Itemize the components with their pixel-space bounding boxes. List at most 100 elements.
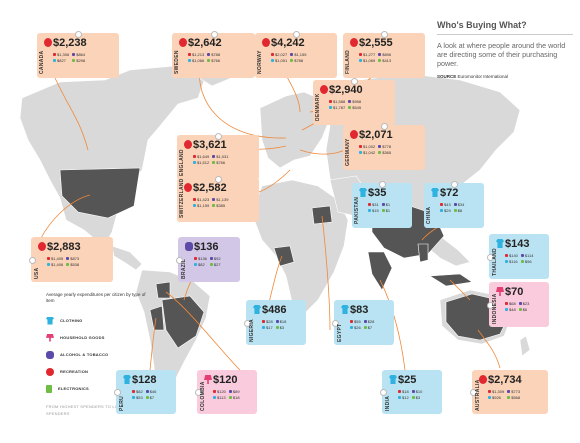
spend-value: $27 (213, 262, 221, 267)
category-swatch-icon (207, 53, 211, 56)
spend-breakdown: $1,405 $873 $1,406 $538 (47, 256, 79, 267)
spend-cell: $926 (488, 395, 504, 400)
guitar-icon (350, 38, 358, 47)
spend-value: $568 (511, 395, 521, 400)
category-swatch-icon (505, 260, 508, 263)
category-swatch-icon (329, 106, 332, 109)
ranking-note: FROM HIGHEST SPENDERS TO LOWEST SPENDERS (46, 404, 131, 416)
spend-value: $1,139 (216, 197, 229, 202)
legend: Average yearly expenditures per citizen … (46, 292, 146, 417)
spend-cell: $6 (518, 307, 530, 312)
spend-cell: $766 (207, 58, 220, 63)
country-name: DENMARK (315, 93, 321, 121)
spend-total: $143 (505, 238, 530, 250)
spend-value: $18 (402, 389, 409, 394)
spend-cell: $120 (213, 389, 226, 394)
category-swatch-icon (145, 390, 149, 393)
country-name: INDONESIA (492, 293, 498, 324)
shirt-icon (389, 375, 397, 384)
category-swatch-icon (275, 320, 279, 323)
category-swatch-icon (66, 257, 70, 260)
spend-value: $96 (524, 259, 532, 264)
country-name: AUSTRALIA (475, 379, 481, 411)
category-swatch-icon (228, 396, 232, 399)
spend-cell: $29 (440, 208, 451, 213)
country-tag-peru: PERU $128 $82 $46 $53 $7 (114, 370, 176, 414)
spend-cell: $1,213 (188, 52, 204, 57)
category-swatch-icon (193, 198, 196, 201)
spend-value: $28 (266, 319, 273, 324)
highlight-colombia (155, 281, 171, 299)
category-swatch-icon (213, 390, 216, 393)
spend-value: $3 (415, 395, 421, 400)
category-swatch-icon (378, 151, 382, 154)
bottle-icon (46, 350, 54, 359)
category-swatch-icon (378, 145, 382, 148)
category-swatch-icon (209, 263, 213, 266)
spend-cell: $1,277 (359, 52, 375, 57)
spend-value: $68 (509, 301, 516, 306)
country-name: GERMANY (345, 138, 351, 166)
category-swatch-icon (363, 326, 367, 329)
guitar-icon (262, 38, 270, 47)
spend-value: $788 (294, 58, 304, 63)
category-swatch-icon (359, 53, 362, 56)
spend-breakdown: $1,588 $958 $1,787 $545 (329, 99, 361, 110)
country-name: BRAZIL (181, 258, 187, 279)
lamp-icon (496, 287, 504, 296)
bottle-icon (185, 242, 193, 251)
category-swatch-icon (228, 390, 232, 393)
spend-breakdown: $2,027 $1,155 $1,051 $788 (271, 52, 306, 63)
country-name: NORWAY (257, 50, 263, 74)
category-swatch-icon (350, 320, 353, 323)
spend-value: $1,512 (197, 160, 210, 165)
spend-value: $6 (522, 307, 528, 312)
category-swatch-icon (53, 53, 56, 56)
category-swatch-icon (194, 257, 197, 260)
spend-value: $1,031 (216, 154, 229, 159)
category-swatch-icon (488, 390, 491, 393)
legend-item-clothing: CLOTHING (46, 312, 146, 329)
spend-cell: $1,159 (193, 203, 209, 208)
spend-total: $25 (398, 374, 417, 386)
category-swatch-icon (505, 254, 508, 257)
category-swatch-icon (188, 53, 191, 56)
spend-cell: $1,002 (359, 144, 375, 149)
spend-value: $29 (444, 208, 451, 213)
page-subtitle: A look at where people around the world … (437, 41, 566, 68)
spend-cell: $96 (520, 259, 534, 264)
guitar-icon (38, 242, 46, 251)
spend-value: $92 (213, 256, 221, 261)
spend-cell: $1,306 (53, 52, 69, 57)
spend-cell: $136 (194, 256, 207, 261)
country-tag-usa: USA $2,883 $1,405 $873 $1,406 $538 (29, 237, 113, 282)
spend-value: $1,213 (192, 52, 205, 57)
country-tag-nigeria: NIGERIA $486 $28 $18 $17 $3 (244, 300, 306, 345)
guitar-icon (184, 183, 192, 192)
spend-cell: $18 (275, 319, 286, 324)
spend-breakdown: $18 $10 $12 $3 (398, 389, 422, 400)
spend-cell: $864 (72, 52, 85, 57)
category-swatch-icon (411, 390, 415, 393)
spend-cell: $778 (378, 144, 391, 149)
spend-value: $18 (232, 395, 240, 400)
spend-total: $3,621 (193, 139, 227, 151)
spend-cell: $31 (368, 202, 379, 207)
country-tag-brazil: BRAZIL $136 $136 $92 $82 $27 (176, 237, 240, 282)
spend-cell: $28 (363, 319, 374, 324)
spend-total: $128 (132, 374, 157, 386)
legend-item-recreation: RECREATION (46, 363, 146, 380)
legend-item-household: HOUSEHOLD GOODS (46, 329, 146, 346)
spend-breakdown: $1,213 $788 $1,066 $766 (188, 52, 220, 63)
spend-value: $26 (354, 325, 361, 330)
spend-cell: $7 (363, 325, 375, 330)
highlight-usa (59, 167, 141, 219)
category-swatch-icon (378, 53, 382, 56)
country-name: SWEDEN (174, 50, 180, 74)
legend-item-electronics: ELECTRONICS (46, 380, 146, 397)
category-swatch-icon (145, 396, 149, 399)
spend-breakdown: $1,306 $864 $827 $298 (53, 52, 85, 63)
spend-cell: $568 (507, 395, 520, 400)
country-tag-australia: AUSTRALIA $2,734 $1,309 $773 $926 $568 (470, 370, 548, 414)
spend-cell: $1,649 (193, 154, 209, 159)
